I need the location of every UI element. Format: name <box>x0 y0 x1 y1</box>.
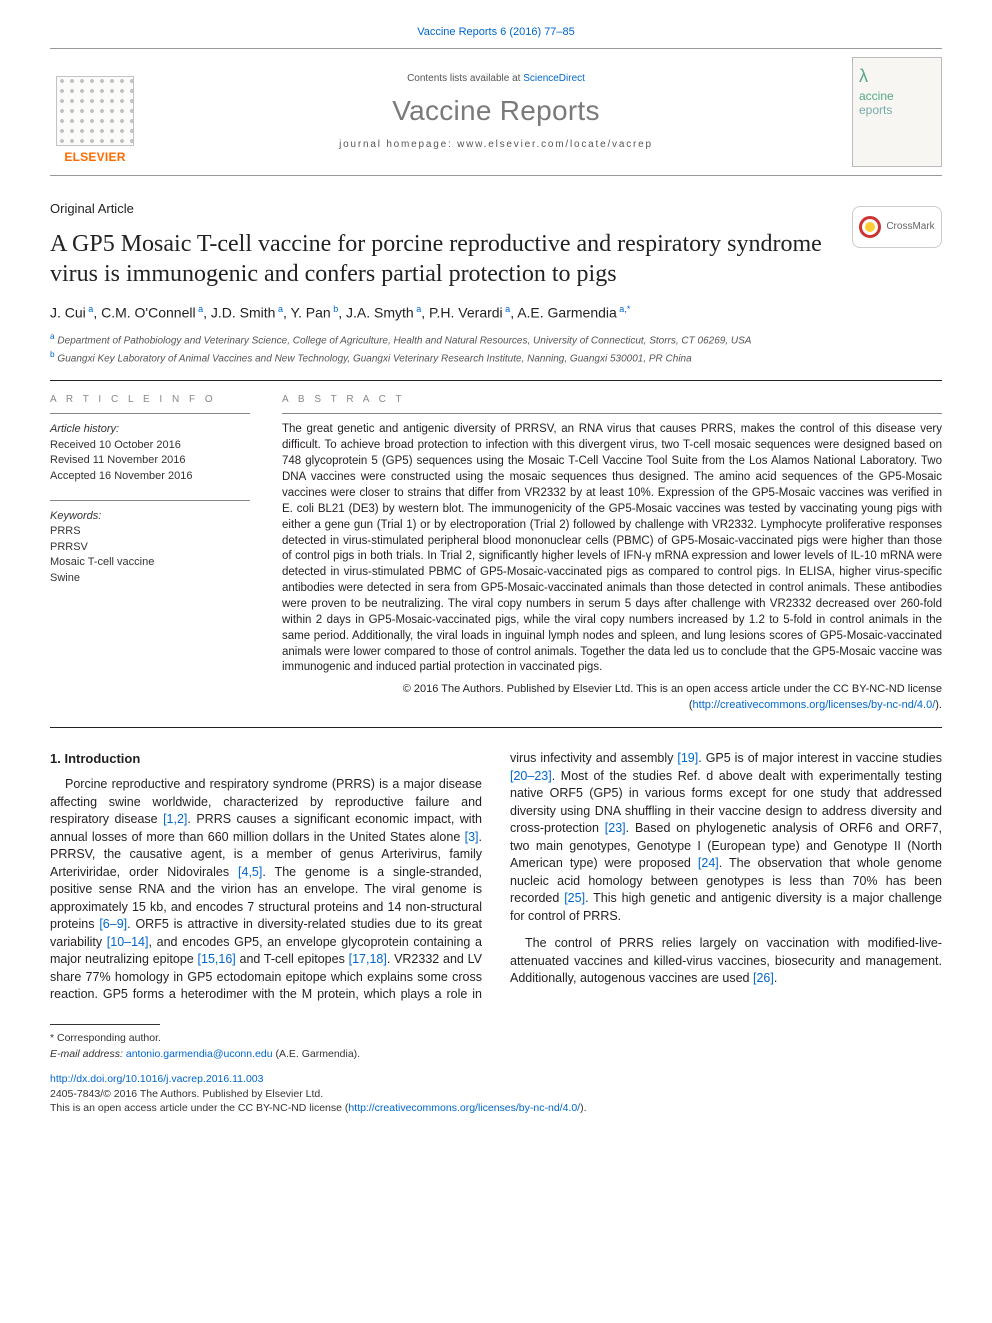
sciencedirect-link[interactable]: ScienceDirect <box>523 73 585 84</box>
publisher-logo: ELSEVIER <box>50 57 140 167</box>
article-title: A GP5 Mosaic T-cell vaccine for porcine … <box>50 229 850 289</box>
elsevier-tree-icon <box>56 76 134 146</box>
cite-link[interactable]: [3] <box>465 830 479 844</box>
affiliation-b: b Guangxi Key Laboratory of Animal Vacci… <box>50 349 942 366</box>
aff-sup: a, <box>617 304 627 314</box>
lists-prefix: Contents lists available at <box>407 73 523 84</box>
journal-header: ELSEVIER Contents lists available at Sci… <box>50 48 942 176</box>
affiliation-a: a Department of Pathobiology and Veterin… <box>50 331 942 348</box>
cite-link[interactable]: [10–14] <box>107 935 149 949</box>
history-block: Article history: Received 10 October 201… <box>50 422 250 484</box>
t: . GP5 is of major interest in vaccine st… <box>698 751 942 765</box>
t: This is an open access article under the… <box>50 1102 348 1114</box>
footer-license: This is an open access article under the… <box>50 1101 942 1116</box>
cite-link[interactable]: [25] <box>564 891 585 905</box>
keyword: Mosaic T-cell vaccine <box>50 556 154 568</box>
journal-homepage: journal homepage: www.elsevier.com/locat… <box>339 138 653 152</box>
article-info: A R T I C L E I N F O Article history: R… <box>50 393 250 713</box>
cite-link[interactable]: [20–23] <box>510 769 552 783</box>
footer-license-link[interactable]: http://creativecommons.org/licenses/by-n… <box>348 1102 580 1114</box>
lists-available: Contents lists available at ScienceDirec… <box>407 72 585 86</box>
history-accepted: Accepted 16 November 2016 <box>50 470 192 482</box>
abstract-heading: A B S T R A C T <box>282 393 942 407</box>
divider-rule <box>50 727 942 728</box>
cite-link[interactable]: [24] <box>698 856 719 870</box>
email-label: E-mail address: <box>50 1048 126 1060</box>
cite-link[interactable]: [6–9] <box>99 917 127 931</box>
cite-link[interactable]: [19] <box>677 751 698 765</box>
crossmark-icon <box>859 216 881 238</box>
meta-row: A R T I C L E I N F O Article history: R… <box>50 393 942 713</box>
history-received: Received 10 October 2016 <box>50 439 181 451</box>
license-link[interactable]: http://creativecommons.org/licenses/by-n… <box>693 699 936 711</box>
abstract-rule <box>282 413 942 414</box>
cite-link[interactable]: [4,5] <box>238 865 262 879</box>
body-columns: 1. Introduction Porcine reproductive and… <box>50 750 942 1004</box>
keyword: PRRSV <box>50 541 88 553</box>
article-info-heading: A R T I C L E I N F O <box>50 393 250 407</box>
keyword: PRRS <box>50 525 81 537</box>
top-citation-link[interactable]: Vaccine Reports 6 (2016) 77–85 <box>417 26 575 38</box>
top-citation: Vaccine Reports 6 (2016) 77–85 <box>50 25 942 40</box>
journal-title: Vaccine Reports <box>392 91 600 130</box>
divider-rule <box>50 380 942 381</box>
t: . <box>774 971 777 985</box>
aff-sup: a <box>86 304 94 314</box>
issn-line: 2405-7843/© 2016 The Authors. Published … <box>50 1087 942 1102</box>
footnote-rule <box>50 1024 160 1025</box>
t: The control of PRRS relies largely on va… <box>510 936 942 985</box>
doi-link[interactable]: http://dx.doi.org/10.1016/j.vacrep.2016.… <box>50 1073 263 1085</box>
cite-link[interactable]: [17,18] <box>349 952 387 966</box>
history-label: Article history: <box>50 423 119 435</box>
section-heading: 1. Introduction <box>50 750 482 768</box>
info-rule <box>50 500 250 501</box>
corresponding-note: * Corresponding author. <box>50 1031 942 1046</box>
keywords-block: Keywords: PRRS PRRSV Mosaic T-cell vacci… <box>50 509 250 586</box>
crossmark-label: CrossMark <box>886 220 934 234</box>
history-revised: Revised 11 November 2016 <box>50 454 186 466</box>
intro-p2: The control of PRRS relies largely on va… <box>510 935 942 988</box>
cover-line1: accine <box>859 90 894 103</box>
aff-sup: a <box>275 304 283 314</box>
cite-link[interactable]: [15,16] <box>198 952 236 966</box>
aff-sup: a <box>414 304 422 314</box>
crossmark-badge[interactable]: CrossMark <box>852 206 942 248</box>
cite-link[interactable]: [26] <box>753 971 774 985</box>
header-center: Contents lists available at ScienceDirec… <box>140 57 852 167</box>
article-type: Original Article <box>50 200 942 218</box>
aff-sup: a <box>503 304 511 314</box>
publisher-name: ELSEVIER <box>64 149 125 166</box>
email-person: (A.E. Garmendia). <box>275 1048 360 1060</box>
corr-sup: * <box>627 304 631 314</box>
abstract-license: (http://creativecommons.org/licenses/by-… <box>282 698 942 713</box>
abstract-text: The great genetic and antigenic diversit… <box>282 422 942 676</box>
aff-sup: a <box>196 304 204 314</box>
abstract-copyright: © 2016 The Authors. Published by Elsevie… <box>282 682 942 697</box>
email-link[interactable]: antonio.garmendia@uconn.edu <box>126 1048 273 1060</box>
aff-sup: b <box>331 304 339 314</box>
affiliation-a-text: Department of Pathobiology and Veterinar… <box>57 335 751 346</box>
cover-glyph-icon: λ <box>859 64 868 89</box>
cover-line2: eports <box>859 102 892 119</box>
authors-line: J. Cui a, C.M. O'Connell a, J.D. Smith a… <box>50 303 942 323</box>
keywords-label: Keywords: <box>50 510 101 522</box>
info-rule <box>50 413 250 414</box>
email-line: E-mail address: antonio.garmendia@uconn.… <box>50 1047 942 1062</box>
title-block: CrossMark Original Article A GP5 Mosaic … <box>50 200 942 288</box>
cite-link[interactable]: [23] <box>605 821 626 835</box>
footer: * Corresponding author. E-mail address: … <box>50 1024 942 1116</box>
cite-link[interactable]: [1,2] <box>163 812 187 826</box>
t: ). <box>580 1102 586 1114</box>
affiliation-b-text: Guangxi Key Laboratory of Animal Vaccine… <box>57 353 691 364</box>
journal-cover: λ accine eports <box>852 57 942 167</box>
t: and T-cell epitopes <box>236 952 349 966</box>
abstract: A B S T R A C T The great genetic and an… <box>282 393 942 713</box>
keyword: Swine <box>50 572 80 584</box>
